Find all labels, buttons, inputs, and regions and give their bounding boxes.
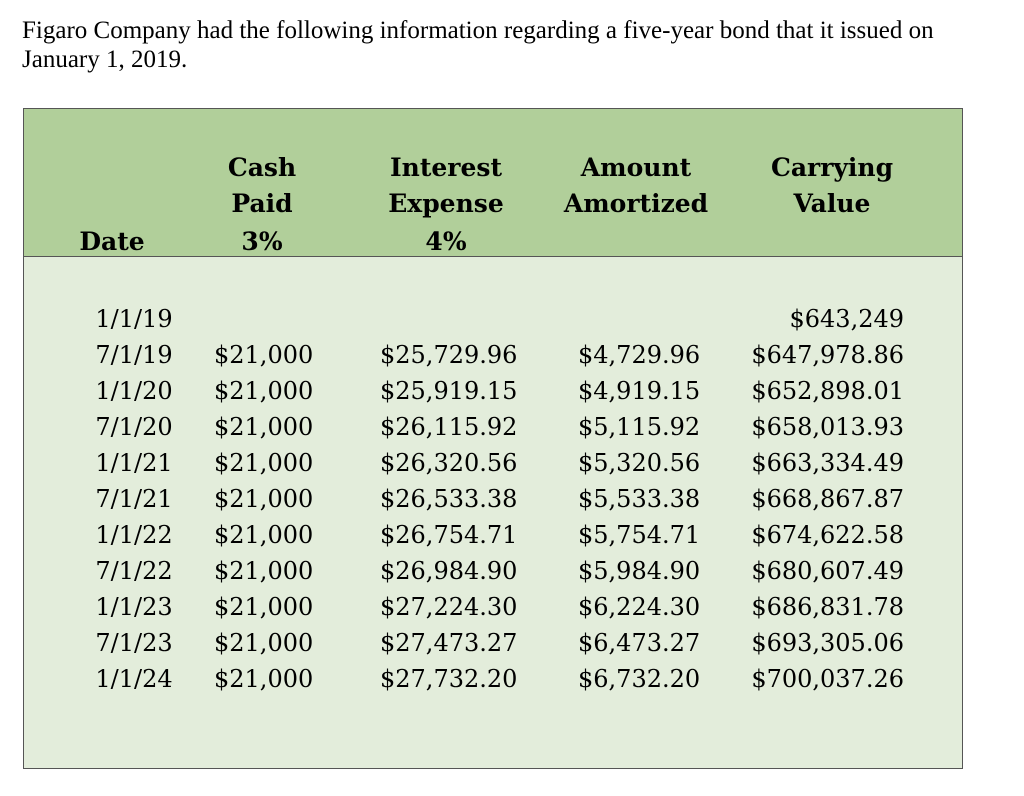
cell-interest: $27,473.27 [380,629,518,657]
table-row: 1/1/22 $21,000 $26,754.71 $5,754.71 $674… [24,517,962,553]
header-cash-line3: 3% [241,227,283,256]
cell-date: 7/1/20 [95,413,173,441]
header-interest-line2: Expense [388,189,504,218]
cell-carrying: $643,249 [789,305,904,333]
cell-carrying: $693,305.06 [751,629,904,657]
cell-interest: $25,729.96 [380,341,518,369]
cell-amortized: $6,224.30 [578,593,701,621]
cell-carrying: $668,867.87 [751,485,904,513]
cell-date: 1/1/19 [95,305,173,333]
cell-interest: $26,984.90 [380,557,518,585]
header-cash-line2: Paid [231,189,293,218]
cell-interest: $25,919.15 [380,377,518,405]
cell-interest: $26,754.71 [380,521,518,549]
cell-interest: $26,533.38 [380,485,518,513]
cell-carrying: $680,607.49 [751,557,904,585]
table-row: 1/1/20 $21,000 $25,919.15 $4,919.15 $652… [24,373,962,409]
table-row: 1/1/21 $21,000 $26,320.56 $5,320.56 $663… [24,445,962,481]
cell-carrying: $700,037.26 [751,665,904,693]
cell-cash: $21,000 [214,521,314,549]
cell-amortized: $5,320.56 [578,449,701,477]
cell-date: 7/1/21 [95,485,173,513]
header-amortized-line2: Amortized [563,189,709,218]
cell-date: 7/1/23 [95,629,173,657]
table-row: 7/1/20 $21,000 $26,115.92 $5,115.92 $658… [24,409,962,445]
cell-cash: $21,000 [214,629,314,657]
cell-cash: $21,000 [214,377,314,405]
intro-paragraph: Figaro Company had the following informa… [22,17,934,73]
cell-cash: $21,000 [214,593,314,621]
cell-carrying: $652,898.01 [751,377,904,405]
cell-amortized: $6,473.27 [578,629,701,657]
cell-date: 1/1/24 [95,665,173,693]
cell-carrying: $647,978.86 [751,341,904,369]
cell-interest: $26,320.56 [380,449,518,477]
cell-date: 1/1/22 [95,521,173,549]
cell-carrying: $686,831.78 [751,593,904,621]
cell-date: 7/1/19 [95,341,173,369]
cell-amortized: $4,919.15 [578,377,701,405]
cell-cash: $21,000 [214,413,314,441]
table-row: 7/1/19 $21,000 $25,729.96 $4,729.96 $647… [24,337,962,373]
cell-date: 1/1/21 [95,449,173,477]
cell-amortized: $5,115.92 [578,413,701,441]
table-row: 7/1/21 $21,000 $26,533.38 $5,533.38 $668… [24,481,962,517]
header-interest-line3: 4% [425,227,467,256]
cell-date: 1/1/20 [95,377,173,405]
cell-cash: $21,000 [214,665,314,693]
header-date: Date [79,227,145,256]
cell-amortized: $5,533.38 [578,485,701,513]
header-amortized-line1: Amount [580,153,692,182]
cell-amortized: $6,732.20 [578,665,701,693]
cell-interest: $26,115.92 [380,413,518,441]
cell-amortized: $5,984.90 [578,557,701,585]
cell-interest: $27,732.20 [380,665,518,693]
bond-amortization-table: Date Cash Paid 3% Interest Expense 4% Am… [23,108,963,769]
table-row: 1/1/19 $643,249 [24,301,962,337]
cell-date: 7/1/22 [95,557,173,585]
cell-cash: $21,000 [214,341,314,369]
cell-cash: $21,000 [214,557,314,585]
header-cash-line1: Cash [227,153,297,182]
cell-carrying: $658,013.93 [751,413,904,441]
table-row: 1/1/24 $21,000 $27,732.20 $6,732.20 $700… [24,661,962,697]
table-row: 7/1/22 $21,000 $26,984.90 $5,984.90 $680… [24,553,962,589]
cell-carrying: $663,334.49 [751,449,904,477]
table-row: 1/1/23 $21,000 $27,224.30 $6,224.30 $686… [24,589,962,625]
cell-cash: $21,000 [214,485,314,513]
header-carrying-line1: Carrying [770,153,894,182]
cell-interest: $27,224.30 [380,593,518,621]
table-header: Date Cash Paid 3% Interest Expense 4% Am… [24,109,962,257]
header-carrying-line2: Value [793,189,871,218]
cell-cash: $21,000 [214,449,314,477]
cell-amortized: $4,729.96 [578,341,701,369]
table-row: 7/1/23 $21,000 $27,473.27 $6,473.27 $693… [24,625,962,661]
cell-amortized: $5,754.71 [578,521,701,549]
header-interest-line1: Interest [389,153,503,182]
cell-carrying: $674,622.58 [751,521,904,549]
cell-date: 1/1/23 [95,593,173,621]
